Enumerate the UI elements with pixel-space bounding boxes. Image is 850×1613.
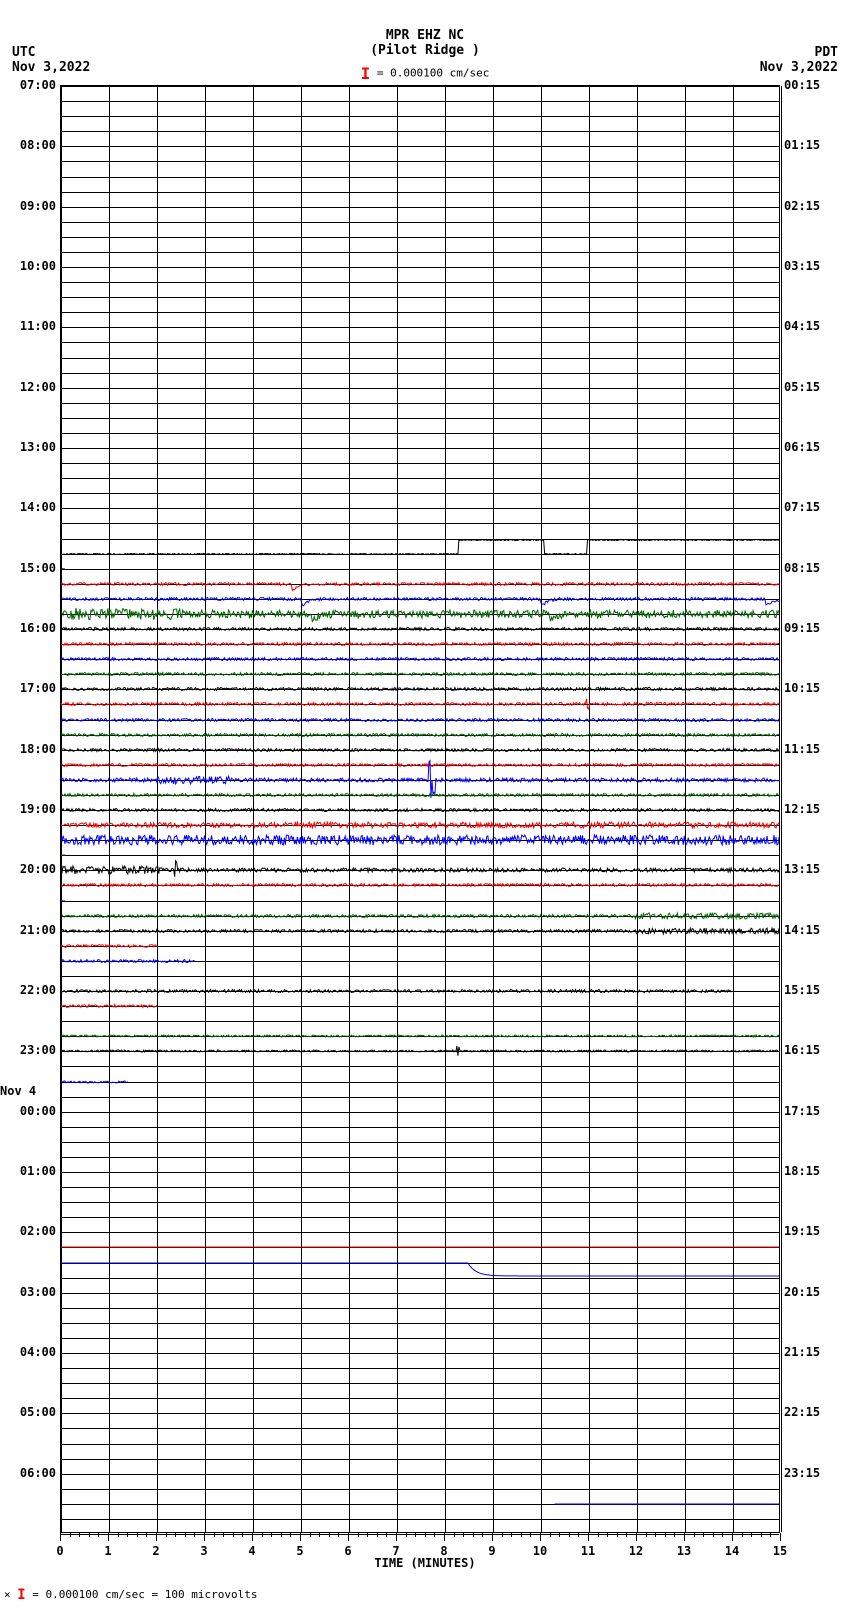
- time-label-left: 10:00: [20, 259, 56, 273]
- time-label-left: 12:00: [20, 380, 56, 394]
- time-label-left: 17:00: [20, 681, 56, 695]
- time-label-right: 21:15: [784, 1345, 820, 1359]
- time-label-left: 13:00: [20, 440, 56, 454]
- left-timezone: UTC: [12, 45, 90, 60]
- time-label-left: 02:00: [20, 1224, 56, 1238]
- utc-time-labels: 07:0008:0009:0010:0011:0012:0013:0014:00…: [0, 85, 58, 1533]
- time-label-left: 22:00: [20, 983, 56, 997]
- time-label-right: 08:15: [784, 561, 820, 575]
- scale-bar-icon: I: [17, 1587, 25, 1603]
- time-label-left: 11:00: [20, 319, 56, 333]
- time-label-left: Nov 4: [0, 1084, 56, 1098]
- time-label-right: 06:15: [784, 440, 820, 454]
- time-label-left: 15:00: [20, 561, 56, 575]
- time-label-right: 18:15: [784, 1164, 820, 1178]
- time-label-left: 05:00: [20, 1405, 56, 1419]
- x-axis-ticks: [60, 1533, 780, 1541]
- time-label-right: 15:15: [784, 983, 820, 997]
- time-label-right: 19:15: [784, 1224, 820, 1238]
- time-label-right: 01:15: [784, 138, 820, 152]
- time-label-left: 18:00: [20, 742, 56, 756]
- time-label-left: 03:00: [20, 1285, 56, 1299]
- time-label-right: 23:15: [784, 1466, 820, 1480]
- time-label-left: 14:00: [20, 500, 56, 514]
- time-label-right: 04:15: [784, 319, 820, 333]
- time-label-left: 00:00: [20, 1104, 56, 1118]
- time-label-left: 09:00: [20, 199, 56, 213]
- time-label-right: 16:15: [784, 1043, 820, 1057]
- time-label-right: 14:15: [784, 923, 820, 937]
- footer-scale: × I = 0.000100 cm/sec = 100 microvolts: [4, 1587, 257, 1603]
- time-label-left: 01:00: [20, 1164, 56, 1178]
- station-id: MPR EHZ NC: [0, 28, 850, 43]
- time-label-right: 17:15: [784, 1104, 820, 1118]
- scale-bar-icon: I: [361, 64, 371, 83]
- time-label-right: 10:15: [784, 681, 820, 695]
- time-label-right: 02:15: [784, 199, 820, 213]
- time-label-right: 20:15: [784, 1285, 820, 1299]
- time-label-right: 22:15: [784, 1405, 820, 1419]
- time-label-right: 07:15: [784, 500, 820, 514]
- time-label-left: 23:00: [20, 1043, 56, 1057]
- time-label-left: 19:00: [20, 802, 56, 816]
- station-name: (Pilot Ridge ): [0, 43, 850, 58]
- right-timezone: PDT: [760, 45, 838, 60]
- time-label-right: 09:15: [784, 621, 820, 635]
- scale-indicator: I = 0.000100 cm/sec: [0, 64, 850, 83]
- time-label-right: 03:15: [784, 259, 820, 273]
- time-label-right: 12:15: [784, 802, 820, 816]
- time-label-left: 08:00: [20, 138, 56, 152]
- time-label-left: 06:00: [20, 1466, 56, 1480]
- time-label-left: 21:00: [20, 923, 56, 937]
- time-label-right: 11:15: [784, 742, 820, 756]
- x-axis-title: TIME (MINUTES): [0, 1556, 850, 1570]
- pdt-time-labels: 00:1501:1502:1503:1504:1505:1506:1507:15…: [782, 85, 842, 1533]
- time-label-left: 16:00: [20, 621, 56, 635]
- time-label-left: 04:00: [20, 1345, 56, 1359]
- time-label-right: 13:15: [784, 862, 820, 876]
- seismogram-plot: [60, 85, 780, 1533]
- time-label-right: 00:15: [784, 78, 820, 92]
- time-label-left: 20:00: [20, 862, 56, 876]
- time-label-right: 05:15: [784, 380, 820, 394]
- time-label-left: 07:00: [20, 78, 56, 92]
